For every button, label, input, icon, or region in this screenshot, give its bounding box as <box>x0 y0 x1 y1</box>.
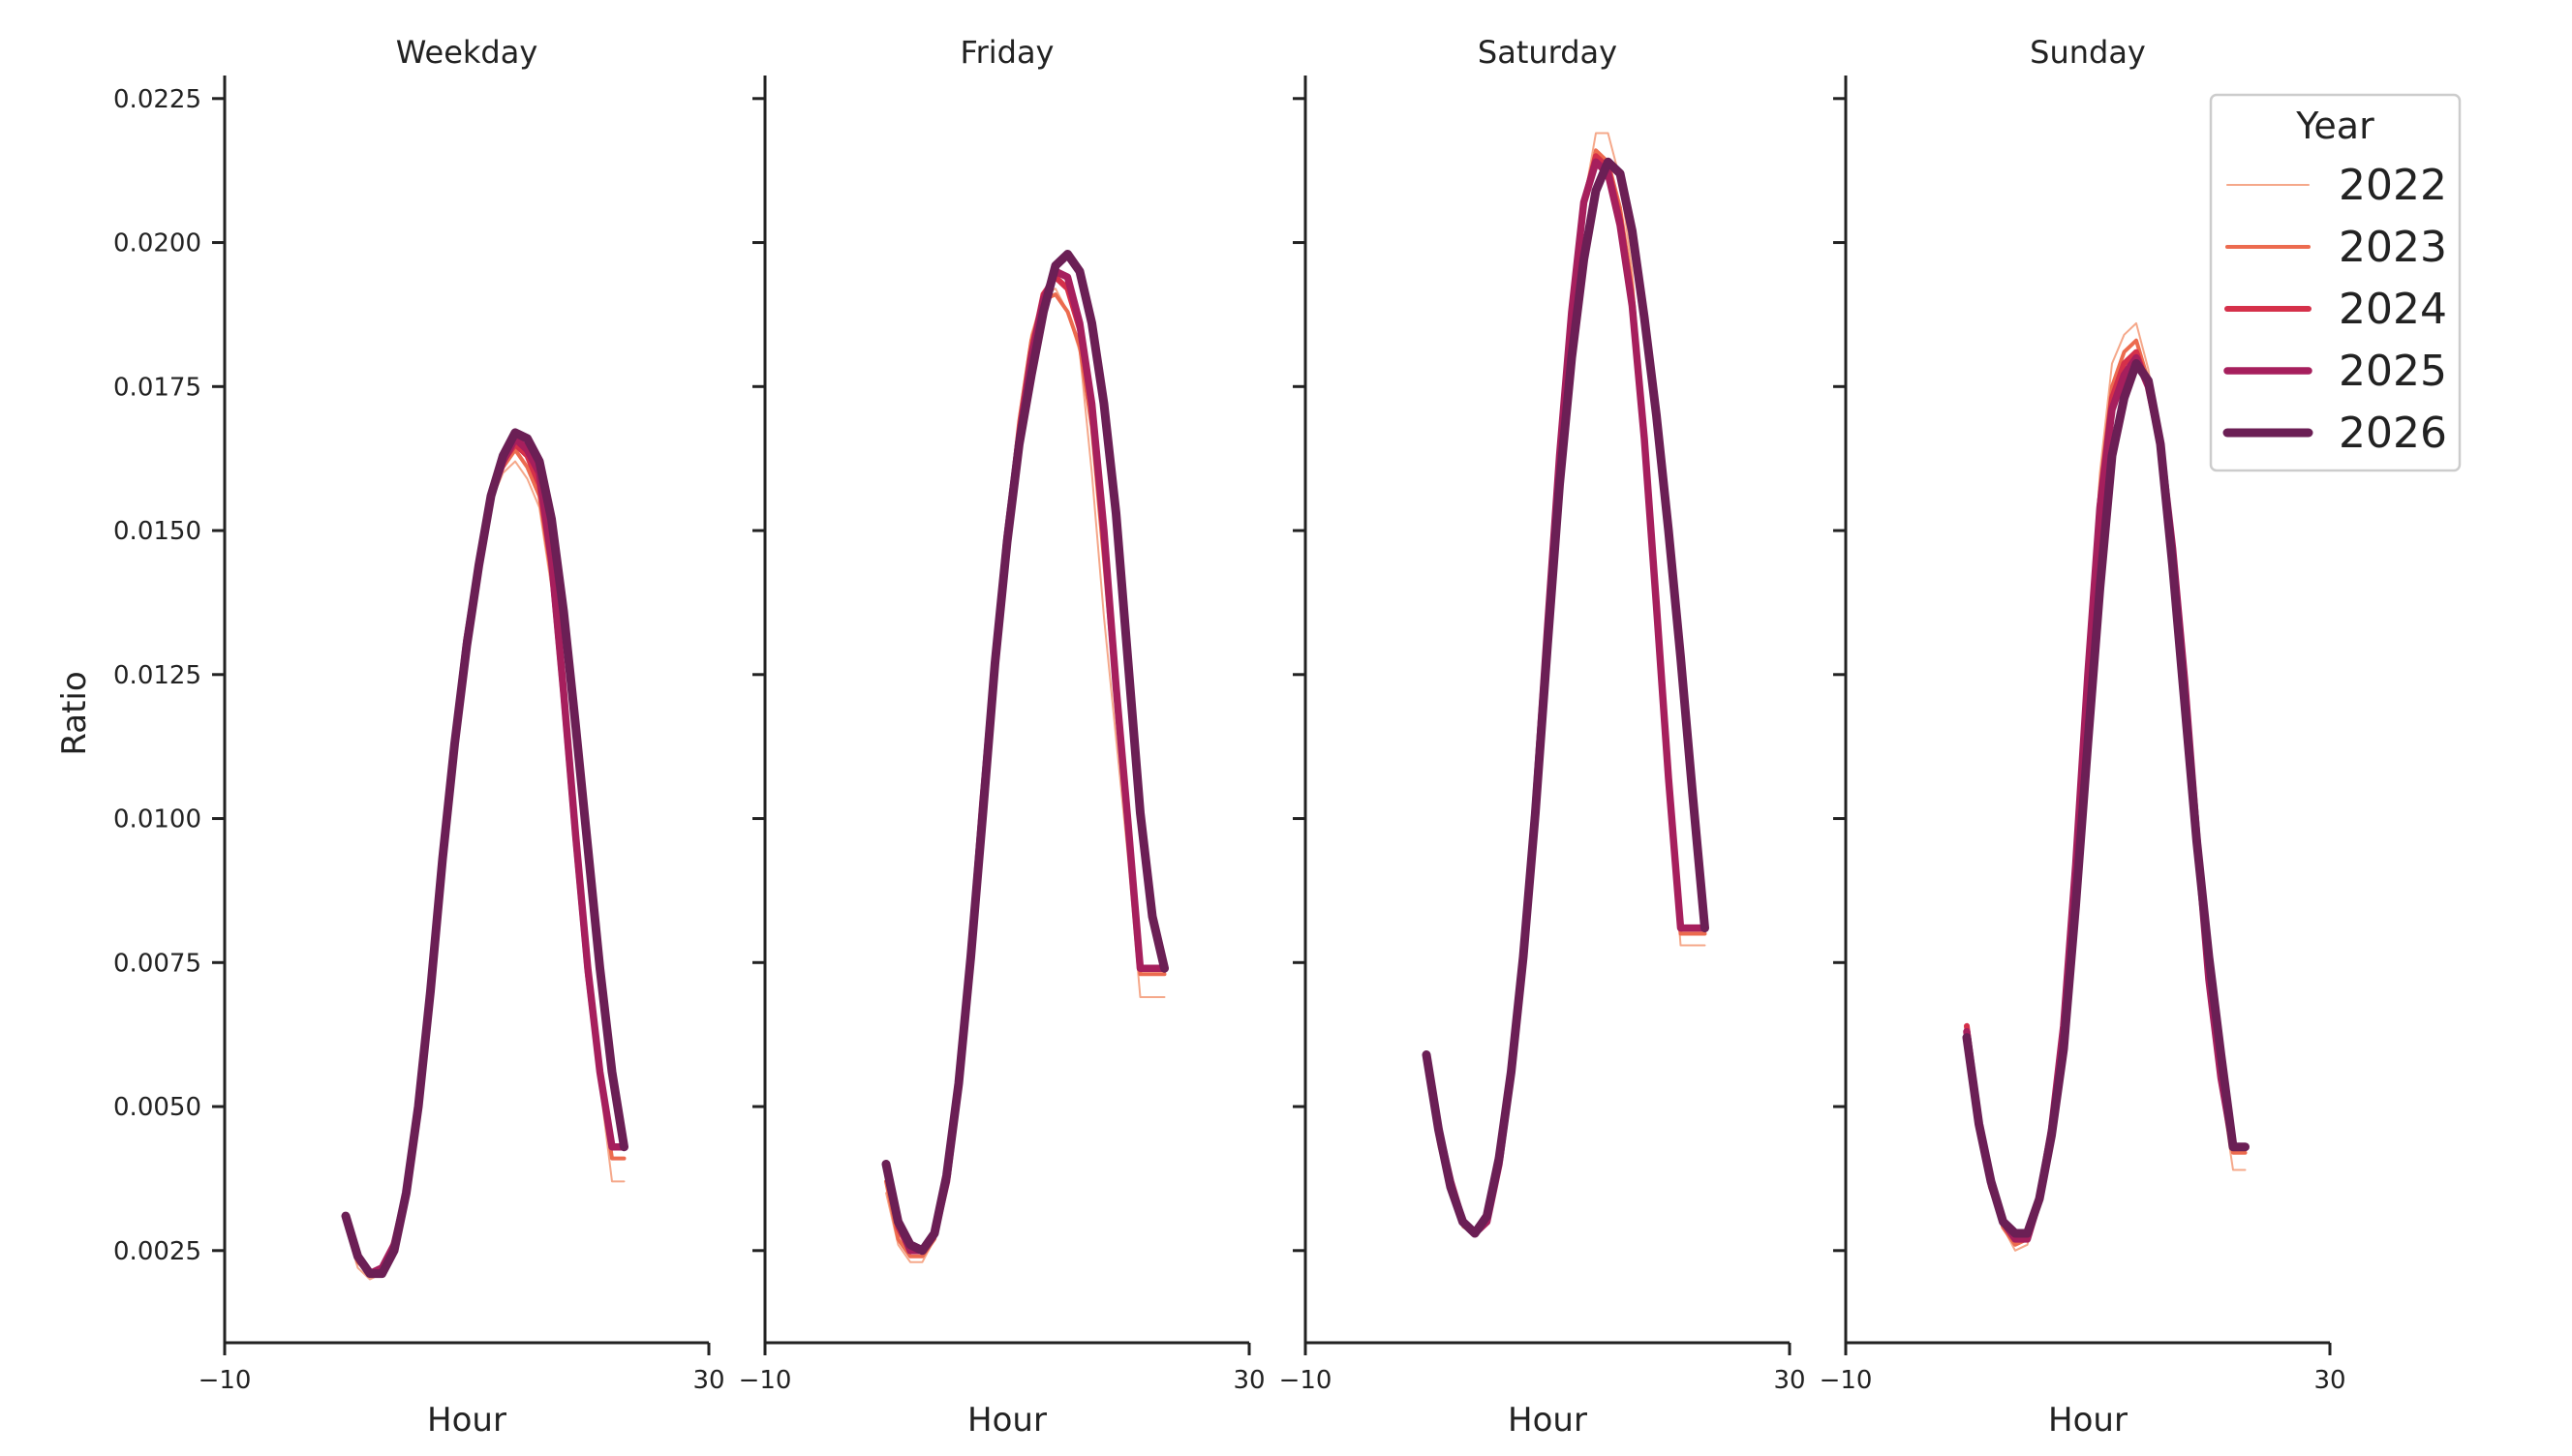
x-tick-label: −10 <box>739 1366 792 1395</box>
legend-box <box>2209 93 2462 472</box>
x-tick-label: −10 <box>199 1366 252 1395</box>
y-tick-label: 0.0100 <box>113 805 201 834</box>
series-line-2026 <box>341 428 628 1279</box>
series-line-2025 <box>1423 158 1709 1237</box>
legend-title: Year <box>2295 105 2374 147</box>
x-tick-label: −10 <box>1820 1366 1873 1395</box>
series-line-2026 <box>1962 359 2250 1238</box>
x-tick-label: 30 <box>692 1366 724 1395</box>
y-tick-label: 0.0075 <box>113 949 201 978</box>
series-line-2026 <box>881 250 1169 1256</box>
panel-title: Weekday <box>396 34 538 71</box>
panel-title: Friday <box>961 34 1055 71</box>
y-tick-label: 0.0200 <box>113 229 201 258</box>
legend-label: 2026 <box>2339 409 2447 458</box>
series-line-2024 <box>343 440 628 1277</box>
legend-label: 2024 <box>2339 285 2447 334</box>
y-tick-label: 0.0175 <box>113 373 201 402</box>
y-tick-label: 0.0225 <box>113 85 201 114</box>
x-axis-title: Hour <box>2048 1401 2128 1440</box>
y-tick-label: 0.0025 <box>113 1237 201 1266</box>
y-tick-label: 0.0125 <box>113 661 201 690</box>
panel-title: Saturday <box>1478 34 1617 71</box>
panel-title: Sunday <box>2030 34 2146 71</box>
x-tick-label: −10 <box>1279 1366 1332 1395</box>
legend-label: 2022 <box>2339 161 2447 210</box>
series-line-2023 <box>344 447 627 1276</box>
series-line-2026 <box>1422 157 1709 1238</box>
x-axis-title: Hour <box>427 1401 506 1440</box>
x-tick-label: 30 <box>1233 1366 1265 1395</box>
y-tick-label: 0.0050 <box>113 1093 201 1122</box>
x-axis-title: Hour <box>1508 1401 1587 1440</box>
x-tick-label: 30 <box>1773 1366 1805 1395</box>
y-axis-title: Ratio <box>55 671 94 755</box>
x-tick-label: 30 <box>2313 1366 2345 1395</box>
series-line-2025 <box>342 435 628 1278</box>
legend-label: 2025 <box>2339 347 2447 396</box>
y-tick-label: 0.0150 <box>113 517 201 546</box>
x-axis-title: Hour <box>967 1401 1047 1440</box>
legend-label: 2023 <box>2339 223 2447 272</box>
